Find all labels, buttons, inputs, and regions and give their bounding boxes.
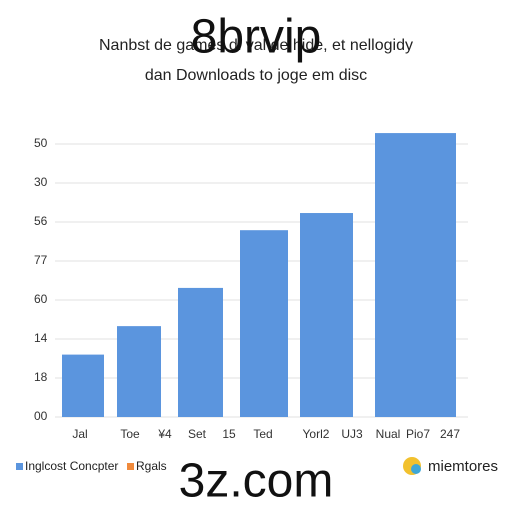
bar bbox=[300, 213, 353, 417]
bar-layer bbox=[62, 133, 456, 417]
x-extra-label: UJ3 bbox=[341, 427, 363, 441]
bar bbox=[240, 230, 288, 417]
legend-label: Rgals bbox=[136, 459, 167, 473]
y-tick-label: 18 bbox=[34, 370, 48, 384]
legend-label: Inglcost Concpter bbox=[25, 459, 118, 473]
y-tick-label: 50 bbox=[34, 136, 48, 150]
bar bbox=[375, 133, 456, 417]
bar bbox=[178, 287, 223, 417]
x-extra-label: ¥4 bbox=[157, 427, 172, 441]
y-tick-label: 14 bbox=[34, 331, 48, 345]
y-tick-label: 77 bbox=[34, 253, 48, 267]
y-tick-label: 00 bbox=[34, 409, 48, 423]
brand: miemtores bbox=[428, 458, 498, 475]
y-tick-label: 60 bbox=[34, 292, 48, 306]
watermark: 8brvip bbox=[191, 11, 322, 64]
x-extra-label: 15 bbox=[222, 427, 236, 441]
y-tick-label: 30 bbox=[34, 175, 48, 189]
legend-swatch bbox=[16, 463, 23, 470]
brand-logo-inner bbox=[411, 464, 421, 474]
x-tick-label: Nual bbox=[376, 427, 401, 441]
x-extra-label: Pio7 bbox=[406, 427, 430, 441]
chart-subtitle: dan Downloads to joge em disc bbox=[145, 67, 367, 84]
footer-watermark: 3z.com bbox=[179, 455, 334, 508]
x-tick-label: Ted bbox=[253, 427, 272, 441]
x-tick-label: Jal bbox=[72, 427, 87, 441]
x-tick-label: Toe bbox=[120, 427, 140, 441]
x-extra-label: 247 bbox=[440, 427, 460, 441]
bar bbox=[62, 354, 104, 417]
bar bbox=[117, 326, 161, 417]
y-tick-label: 56 bbox=[34, 214, 48, 228]
x-tick-label: Set bbox=[188, 427, 207, 441]
x-tick-label: Yorl2 bbox=[303, 427, 330, 441]
chart-title: Nanbst de games dl val de hide, et nello… bbox=[99, 37, 413, 54]
legend-swatch bbox=[127, 463, 134, 470]
